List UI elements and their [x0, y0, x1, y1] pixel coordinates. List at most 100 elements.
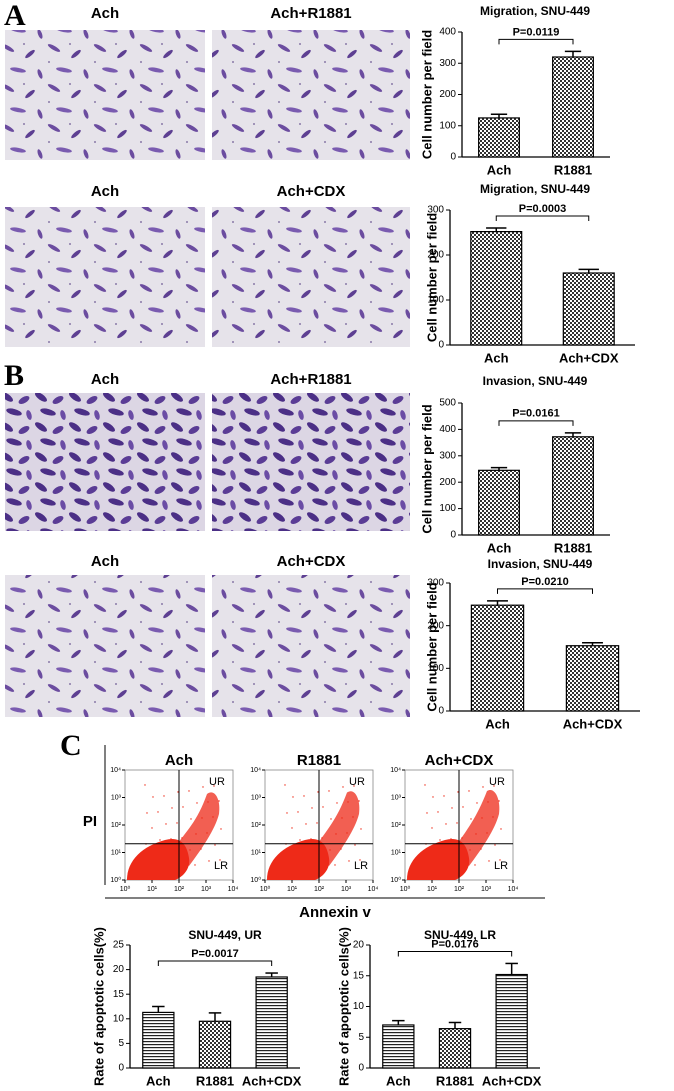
x-tick-label: 10³ [481, 886, 492, 893]
x-tick-label: Ach [484, 350, 509, 365]
event-speck [293, 855, 295, 857]
y-axis-label: Rate of apoptotic cells(%) [336, 927, 351, 1086]
event-speck [194, 864, 196, 866]
event-speck [470, 818, 472, 820]
micrograph-label: Ach+R1881 [270, 5, 351, 22]
bar [552, 56, 594, 158]
x-tick-label: 10¹ [147, 886, 158, 893]
flow-title: Ach [165, 752, 193, 769]
x-tick-label: R1881 [196, 1073, 234, 1088]
event-speck [450, 838, 452, 840]
micrograph-label: Ach [91, 5, 119, 22]
event-speck [445, 823, 447, 825]
significance-bracket [497, 588, 593, 594]
panel-label: C [60, 729, 82, 762]
event-speck [352, 816, 354, 818]
event-speck [348, 860, 350, 862]
event-speck [305, 823, 307, 825]
event-speck [455, 853, 457, 855]
event-speck [443, 795, 445, 797]
event-speck [298, 870, 300, 872]
event-speck [321, 837, 323, 839]
event-speck [188, 790, 190, 792]
event-speck [218, 800, 220, 802]
quadrant-label: UR [209, 776, 225, 788]
y-axis-label: Cell number per field [419, 404, 434, 533]
bar [478, 117, 520, 158]
event-speck [330, 818, 332, 820]
y-tick-label: 400 [439, 424, 456, 435]
x-tick-label: 10³ [201, 886, 212, 893]
y-axis-label: PI [83, 813, 97, 830]
y-tick-label: 300 [439, 58, 456, 69]
event-speck [311, 807, 313, 809]
event-speck [303, 795, 305, 797]
y-tick-label: 10⁴ [390, 767, 401, 774]
y-tick-label: 300 [427, 578, 444, 589]
y-tick-label: 200 [427, 250, 444, 261]
event-speck [341, 817, 343, 819]
event-speck [475, 833, 477, 835]
bar [470, 231, 523, 346]
event-speck [487, 801, 489, 803]
event-speck [358, 800, 360, 802]
x-tick-label: Ach [386, 1073, 411, 1088]
bar [565, 645, 620, 712]
event-speck [309, 869, 311, 871]
micrograph [212, 207, 410, 347]
event-speck [347, 801, 349, 803]
y-tick-label: 10² [391, 822, 402, 829]
y-tick-label: 0 [438, 706, 444, 717]
y-tick-label: 100 [439, 503, 456, 514]
panel-label: A [4, 0, 26, 32]
significance-bracket [397, 950, 513, 957]
x-tick-label: 10² [174, 886, 185, 893]
event-speck [171, 807, 173, 809]
event-speck [291, 827, 293, 829]
x-tick-label: R1881 [436, 1073, 474, 1088]
event-speck [206, 832, 208, 834]
event-speck [353, 785, 355, 787]
x-tick-label: 10² [314, 886, 325, 893]
event-speck [175, 853, 177, 855]
event-speck [165, 823, 167, 825]
event-speck [359, 859, 361, 861]
y-tick-label: 10 [113, 1013, 125, 1024]
event-speck [342, 786, 344, 788]
x-tick-label: Ach+CDX [242, 1073, 302, 1088]
event-speck [208, 860, 210, 862]
micrograph [212, 30, 410, 160]
y-tick-label: 100 [427, 295, 444, 306]
bar [438, 1028, 472, 1069]
event-speck [310, 838, 312, 840]
event-speck [438, 870, 440, 872]
event-speck [329, 849, 331, 851]
panel-label: B [4, 359, 24, 392]
x-tick-label: Ach+CDX [482, 1073, 542, 1088]
x-tick-label: 10³ [341, 886, 352, 893]
event-speck [212, 816, 214, 818]
quadrant-label: UR [349, 776, 365, 788]
y-tick-label: 10¹ [111, 849, 122, 856]
event-speck [334, 864, 336, 866]
event-speck [151, 827, 153, 829]
event-speck [153, 855, 155, 857]
bar [142, 1011, 175, 1069]
flow-plot: R1881 UR LR 10⁰ 10¹ 10² 10³ 10⁴ 10⁰ 10¹ 10² 10³ 10⁴ [250, 752, 378, 893]
x-tick-label: Ach [146, 1073, 171, 1088]
micrograph-label: Ach [91, 183, 119, 200]
event-speck [427, 871, 429, 873]
y-tick-label: 5 [118, 1038, 124, 1049]
micrograph-label: Ach+R1881 [270, 371, 351, 388]
x-tick-label: Ach [487, 540, 512, 555]
event-speck [335, 833, 337, 835]
x-tick-label: 10² [454, 886, 465, 893]
event-speck [219, 859, 221, 861]
event-speck [207, 801, 209, 803]
event-speck [340, 848, 342, 850]
y-tick-label: 400 [439, 27, 456, 38]
y-tick-label: 15 [113, 989, 125, 1000]
x-tick-label: Ach+CDX [563, 716, 623, 731]
event-speck [190, 818, 192, 820]
y-tick-label: 10¹ [391, 849, 402, 856]
